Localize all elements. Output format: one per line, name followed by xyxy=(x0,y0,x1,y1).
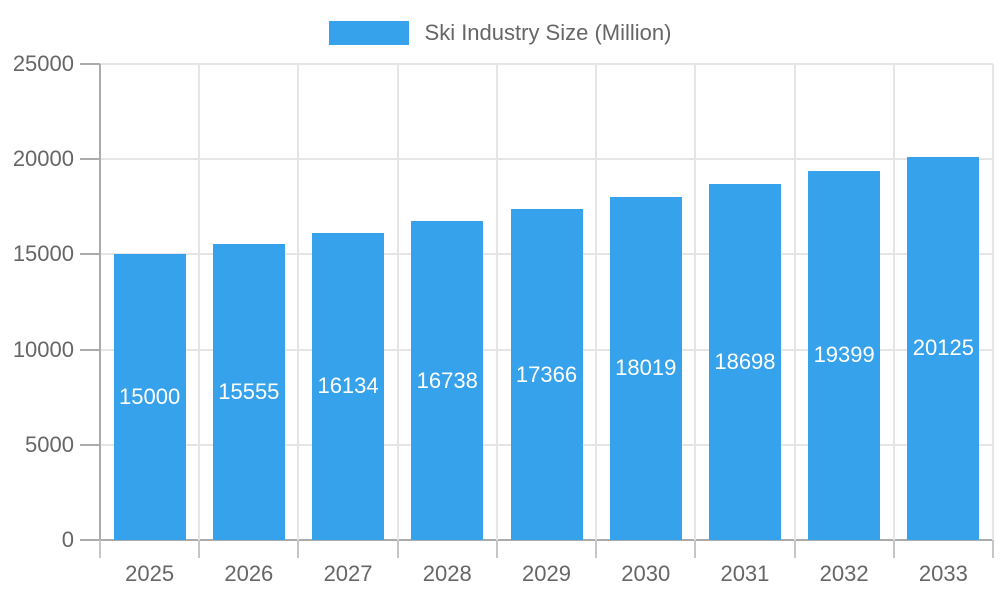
x-axis-label: 2028 xyxy=(422,561,472,586)
bar-2027[interactable] xyxy=(312,232,385,540)
bar-value-label: 18019 xyxy=(615,355,677,381)
x-axis-label: 2032 xyxy=(819,561,869,586)
bar-2032[interactable] xyxy=(808,170,881,540)
bar-2026[interactable] xyxy=(212,243,285,540)
legend-label: Ski Industry Size (Million) xyxy=(424,20,672,45)
y-axis-label: 25000 xyxy=(12,51,74,76)
x-axis-tick xyxy=(495,540,498,558)
x-axis-tick xyxy=(992,540,994,558)
v-gridline xyxy=(198,64,201,540)
x-axis-tick xyxy=(396,540,399,558)
x-axis-tick xyxy=(892,540,895,558)
x-axis-tick xyxy=(793,540,796,558)
x-axis-baseline xyxy=(100,539,993,541)
y-axis-tick xyxy=(80,158,100,161)
x-axis-tick xyxy=(595,540,598,558)
bar-value-label: 15000 xyxy=(119,384,181,410)
plot-area: 0 5000 10000 15000 20000 25000 15000 2025 15555 2… xyxy=(13,51,994,586)
x-axis-tick xyxy=(694,540,697,558)
x-axis-label: 2026 xyxy=(224,561,274,586)
bar-2028[interactable] xyxy=(411,221,484,540)
v-gridline xyxy=(892,64,895,540)
bar-value-label: 18698 xyxy=(714,348,776,374)
bar-value-label: 20125 xyxy=(912,335,974,361)
y-axis-line xyxy=(99,64,101,540)
v-gridline xyxy=(694,64,697,540)
y-axis-label: 5000 xyxy=(25,431,74,457)
legend-swatch xyxy=(328,21,409,45)
x-axis-label: 2029 xyxy=(522,561,571,586)
v-gridline xyxy=(992,64,994,540)
x-axis-tick xyxy=(297,540,300,558)
y-axis-label: 0 xyxy=(61,527,74,552)
y-axis-label: 15000 xyxy=(12,241,74,267)
v-gridline xyxy=(793,64,796,540)
y-axis-tick xyxy=(80,443,100,446)
bar-2033[interactable] xyxy=(907,156,980,540)
y-axis-tick xyxy=(80,63,100,65)
y-axis-label: 10000 xyxy=(12,336,74,362)
y-axis-tick xyxy=(80,539,100,541)
x-axis-tick xyxy=(198,540,201,558)
v-gridline xyxy=(495,64,498,540)
v-gridline xyxy=(595,64,598,540)
x-axis-label: 2025 xyxy=(125,561,175,586)
bar-value-label: 17366 xyxy=(515,361,578,387)
v-gridline xyxy=(297,64,300,540)
y-axis-label: 20000 xyxy=(12,146,74,172)
bar-2030[interactable] xyxy=(609,196,682,540)
legend: Ski Industry Size (Million) xyxy=(0,21,1000,45)
bar-2031[interactable] xyxy=(708,183,781,540)
h-gridline xyxy=(100,63,993,65)
bar-value-label: 15555 xyxy=(218,378,280,404)
bar-2029[interactable] xyxy=(510,209,583,540)
x-axis-tick xyxy=(99,540,101,558)
bar-value-label: 16134 xyxy=(317,373,379,399)
x-axis-label: 2030 xyxy=(621,561,671,586)
h-gridline xyxy=(100,158,993,161)
legend-item[interactable]: Ski Industry Size (Million) xyxy=(328,20,672,45)
v-gridline xyxy=(396,64,399,540)
y-axis-tick xyxy=(80,253,100,256)
bar-2025[interactable] xyxy=(113,254,186,540)
bar-value-label: 16738 xyxy=(416,367,478,393)
x-axis-label: 2027 xyxy=(323,561,373,586)
bar-value-label: 19399 xyxy=(813,342,875,368)
y-axis-tick xyxy=(80,348,100,351)
x-axis-label: 2031 xyxy=(720,561,770,586)
x-axis-label: 2033 xyxy=(918,561,968,586)
